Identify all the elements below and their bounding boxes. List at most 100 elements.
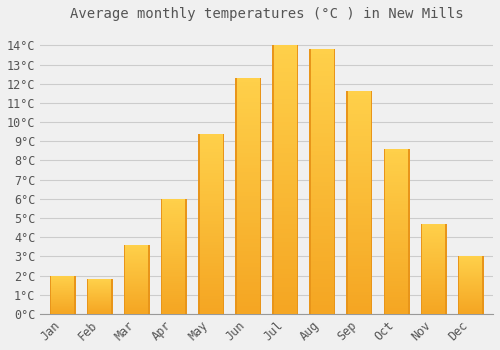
Bar <box>235 117 261 121</box>
Bar <box>198 257 224 260</box>
Bar <box>198 146 224 149</box>
Bar <box>235 243 261 247</box>
Bar <box>420 287 446 288</box>
Bar <box>50 303 76 304</box>
Bar <box>124 302 150 303</box>
Bar <box>420 263 446 264</box>
Bar <box>384 176 409 179</box>
Bar <box>198 215 224 218</box>
Bar <box>420 261 446 263</box>
Bar <box>161 216 187 218</box>
Bar <box>420 254 446 255</box>
Bar <box>124 267 150 268</box>
Bar <box>384 303 409 306</box>
Bar <box>272 229 298 233</box>
Bar <box>235 290 261 294</box>
Bar <box>235 271 261 275</box>
Bar <box>124 270 150 271</box>
Bar <box>384 179 409 182</box>
Bar <box>272 121 298 126</box>
Bar <box>458 305 484 306</box>
Bar <box>458 274 484 275</box>
Bar <box>124 252 150 253</box>
Bar <box>161 268 187 270</box>
Bar <box>235 255 261 259</box>
Bar <box>50 301 76 302</box>
Bar <box>346 258 372 262</box>
Bar <box>124 299 150 300</box>
Bar <box>235 180 261 184</box>
Bar <box>458 275 484 276</box>
Bar <box>235 200 261 204</box>
Bar <box>86 313 113 314</box>
Bar <box>346 244 372 247</box>
Bar <box>310 248 336 252</box>
Bar <box>384 259 409 262</box>
Bar <box>458 282 484 283</box>
Bar <box>346 181 372 184</box>
Bar <box>384 306 409 308</box>
Bar <box>310 305 336 309</box>
Bar <box>86 299 113 300</box>
Bar <box>458 294 484 295</box>
Bar <box>346 195 372 199</box>
Bar <box>198 152 224 155</box>
Bar <box>272 46 298 50</box>
Bar <box>458 290 484 291</box>
Bar <box>420 225 446 227</box>
Bar <box>272 72 298 77</box>
Bar <box>198 302 224 305</box>
Bar <box>86 289 113 290</box>
Bar <box>384 163 409 166</box>
Bar <box>235 251 261 255</box>
Bar <box>310 226 336 230</box>
Bar <box>161 310 187 312</box>
Bar <box>458 304 484 305</box>
Bar <box>272 86 298 90</box>
Bar <box>420 233 446 234</box>
Bar <box>310 63 336 67</box>
Bar <box>50 297 76 298</box>
Bar <box>384 308 409 311</box>
Bar <box>124 290 150 291</box>
Bar <box>346 247 372 251</box>
Bar <box>124 275 150 276</box>
Bar <box>198 245 224 248</box>
Bar <box>50 286 76 287</box>
Bar <box>124 269 150 270</box>
Bar <box>384 292 409 295</box>
Bar <box>420 236 446 237</box>
Bar <box>198 299 224 302</box>
Bar <box>272 242 298 247</box>
Bar <box>50 309 76 310</box>
Bar <box>384 149 385 314</box>
Bar <box>346 91 372 95</box>
Bar <box>198 287 224 290</box>
Bar <box>86 280 113 281</box>
Bar <box>384 168 409 171</box>
Bar <box>50 278 76 279</box>
Bar <box>384 212 409 215</box>
Bar <box>161 283 187 285</box>
Bar <box>420 306 446 308</box>
Bar <box>124 268 150 269</box>
Bar <box>111 279 112 314</box>
Bar <box>420 258 446 260</box>
Bar <box>124 263 150 264</box>
Bar <box>272 251 298 256</box>
Bar <box>124 250 150 251</box>
Bar <box>161 245 187 247</box>
Bar <box>384 193 409 196</box>
Bar <box>458 312 484 313</box>
Bar <box>50 295 76 296</box>
Bar <box>124 292 150 293</box>
Bar <box>408 149 410 314</box>
Bar <box>420 313 446 314</box>
Bar <box>310 199 336 204</box>
Bar <box>420 251 446 252</box>
Bar <box>124 256 150 258</box>
Bar <box>272 189 298 193</box>
Bar <box>272 233 298 238</box>
Bar <box>458 311 484 312</box>
Bar <box>198 290 224 293</box>
